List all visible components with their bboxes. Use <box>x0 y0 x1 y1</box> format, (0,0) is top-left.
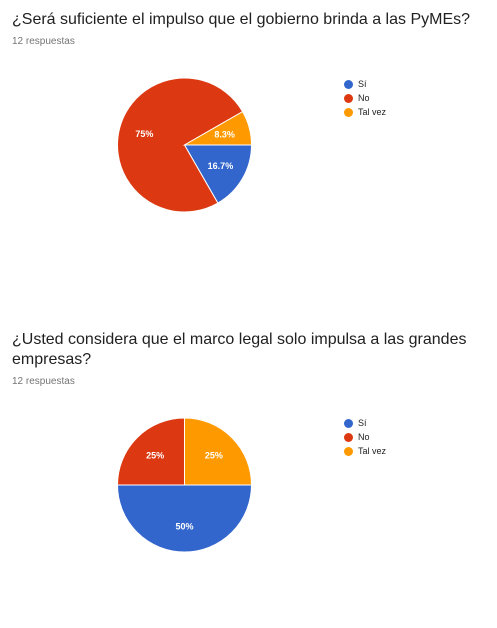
slice-data-label: 16.7% <box>208 161 234 171</box>
legend-swatch-icon <box>344 107 353 117</box>
pie-slice-si[interactable] <box>183 144 253 204</box>
legend-item-tal-vez[interactable]: Tal vez <box>344 444 386 458</box>
legend-label: Tal vez <box>358 446 387 456</box>
pie-slice-tal-vez[interactable] <box>184 417 253 486</box>
slice-data-label: 75% <box>135 129 153 139</box>
response-count: 12 respuestas <box>12 36 75 47</box>
pie-slice-no[interactable] <box>116 417 185 486</box>
question-card-1: ¿Será suficiente el impulso que el gobie… <box>0 0 497 300</box>
response-count: 12 respuestas <box>12 376 75 387</box>
slice-data-label: 25% <box>205 451 223 461</box>
legend-swatch-icon <box>344 432 353 442</box>
legend-item-si[interactable]: Sí <box>344 416 386 430</box>
question-title: ¿Usted considera que el marco legal solo… <box>12 331 467 368</box>
legend-label: Tal vez <box>358 107 387 117</box>
legend-item-no[interactable]: No <box>344 430 386 444</box>
legend-label: Sí <box>358 418 367 428</box>
slice-data-label: 50% <box>175 522 193 532</box>
pie-slice-si[interactable] <box>116 484 253 553</box>
legend-item-si[interactable]: Sí <box>344 77 386 91</box>
chart-legend: Sí No Tal vez <box>344 416 386 458</box>
pie-slice-tal-vez[interactable] <box>182 110 253 146</box>
legend-swatch-icon <box>344 79 353 89</box>
pie-chart: 50% 25% 25% <box>116 417 253 553</box>
legend-item-tal-vez[interactable]: Tal vez <box>344 105 386 119</box>
pie-slice-no[interactable] <box>117 77 244 213</box>
pie-chart: 16.7% 75% 8.3% <box>117 77 253 213</box>
question-title: ¿Será suficiente el impulso que el gobie… <box>12 11 471 28</box>
legend-swatch-icon <box>344 446 353 456</box>
legend-label: No <box>358 93 370 103</box>
question-card-2: ¿Usted considera que el marco legal solo… <box>0 322 497 628</box>
slice-data-label: 8.3% <box>214 129 235 139</box>
legend-label: No <box>358 432 370 442</box>
legend-swatch-icon <box>344 418 353 428</box>
legend-label: Sí <box>358 79 367 89</box>
chart-legend: Sí No Tal vez <box>344 77 386 119</box>
slice-data-label: 25% <box>146 451 164 461</box>
legend-swatch-icon <box>344 93 353 103</box>
legend-item-no[interactable]: No <box>344 91 386 105</box>
